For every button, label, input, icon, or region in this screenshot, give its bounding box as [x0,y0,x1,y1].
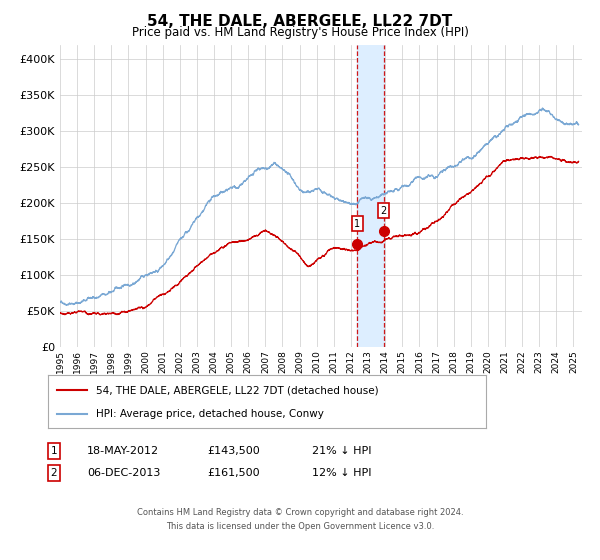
Text: 18-MAY-2012: 18-MAY-2012 [87,446,159,456]
Text: 1: 1 [355,219,361,228]
Text: Contains HM Land Registry data © Crown copyright and database right 2024.: Contains HM Land Registry data © Crown c… [137,508,463,517]
Text: Price paid vs. HM Land Registry's House Price Index (HPI): Price paid vs. HM Land Registry's House … [131,26,469,39]
Text: HPI: Average price, detached house, Conwy: HPI: Average price, detached house, Conw… [96,408,324,418]
Text: 06-DEC-2013: 06-DEC-2013 [87,468,160,478]
Text: £143,500: £143,500 [207,446,260,456]
Text: 2: 2 [50,468,58,478]
Text: This data is licensed under the Open Government Licence v3.0.: This data is licensed under the Open Gov… [166,522,434,531]
Text: 2: 2 [380,206,387,216]
Bar [358,45,384,347]
Text: £161,500: £161,500 [207,468,260,478]
Text: 1: 1 [50,446,58,456]
Text: 21% ↓ HPI: 21% ↓ HPI [312,446,371,456]
Text: 12% ↓ HPI: 12% ↓ HPI [312,468,371,478]
Text: 54, THE DALE, ABERGELE, LL22 7DT: 54, THE DALE, ABERGELE, LL22 7DT [148,14,452,29]
Text: 54, THE DALE, ABERGELE, LL22 7DT (detached house): 54, THE DALE, ABERGELE, LL22 7DT (detach… [96,385,379,395]
